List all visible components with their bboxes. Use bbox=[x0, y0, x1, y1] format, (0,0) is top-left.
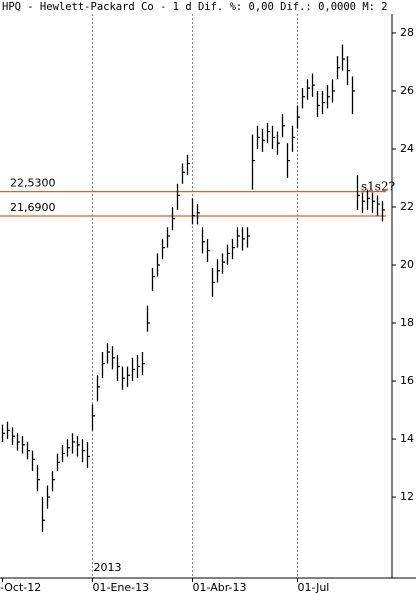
y-tick-label: 12 bbox=[400, 490, 414, 503]
y-tick-label: 22 bbox=[400, 200, 414, 213]
x-tick-label: -Oct-12 bbox=[0, 581, 41, 593]
chart-title: HPQ - Hewlett-Packard Co - 1 d Dif. %: 0… bbox=[2, 1, 388, 13]
y-tick-label: 28 bbox=[400, 26, 414, 39]
y-tick-label: 14 bbox=[400, 432, 414, 445]
y-tick-label: 18 bbox=[400, 316, 414, 329]
year-label: 2013 bbox=[94, 561, 122, 574]
x-tick-label: 01-Ene-13 bbox=[93, 581, 150, 593]
annotation: s1s2? bbox=[361, 180, 395, 194]
x-tick-label: 01-Abr-13 bbox=[193, 581, 247, 593]
level-label: 22,5300 bbox=[10, 177, 56, 190]
y-tick-label: 16 bbox=[400, 374, 414, 387]
y-tick-label: 26 bbox=[400, 84, 414, 97]
y-tick-label: 24 bbox=[400, 142, 414, 155]
level-label: 21,6900 bbox=[10, 201, 56, 214]
y-tick-label: 20 bbox=[400, 258, 414, 271]
x-tick-label: 01-Jul bbox=[298, 581, 330, 593]
